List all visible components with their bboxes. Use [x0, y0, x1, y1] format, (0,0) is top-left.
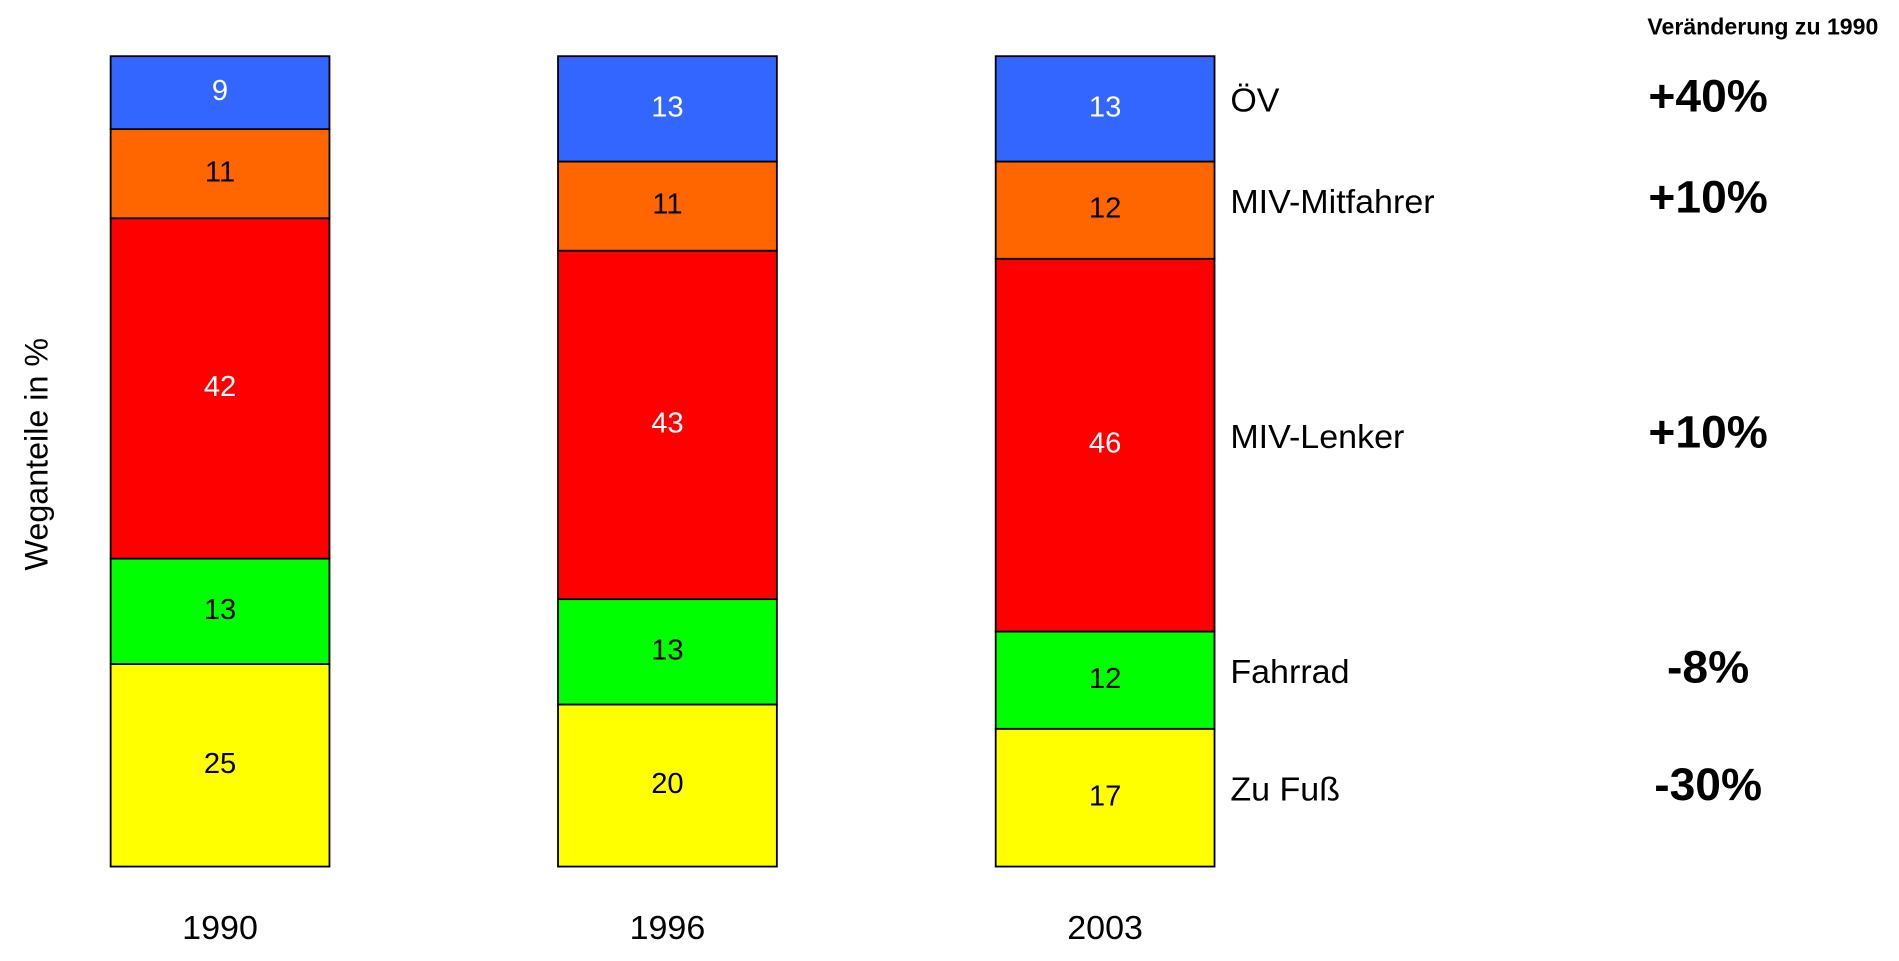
- data-label: 42: [204, 371, 236, 403]
- x-tick-label: 1990: [182, 909, 258, 947]
- legend-label: ÖV: [1230, 82, 1280, 120]
- change-label: +10%: [1648, 172, 1767, 223]
- bar-segment: [557, 249, 778, 601]
- change-label: +10%: [1648, 407, 1767, 458]
- bar-segment: [109, 55, 331, 131]
- data-label: 17: [1089, 780, 1121, 812]
- bar-segment: [557, 703, 778, 868]
- legend-label: Zu Fuß: [1230, 771, 1340, 809]
- data-label: 9: [212, 75, 228, 107]
- data-label: 43: [651, 408, 683, 440]
- legend-label: MIV-Lenker: [1230, 418, 1404, 456]
- data-label: 11: [205, 156, 235, 188]
- y-axis-label: Weganteile in %: [18, 338, 54, 571]
- bar-segment: [994, 630, 1216, 730]
- data-label: 12: [1089, 663, 1121, 695]
- bar-segment: [109, 663, 331, 868]
- data-label: 20: [651, 768, 683, 800]
- data-label: 46: [1089, 428, 1121, 460]
- x-tick-label: 2003: [1067, 909, 1143, 947]
- legend-label: MIV-Mitfahrer: [1230, 183, 1434, 221]
- data-label: 13: [651, 635, 683, 667]
- x-tick-label: 1996: [630, 909, 706, 947]
- change-header: Veränderung zu 1990: [1647, 14, 1878, 40]
- bar-segment: [557, 55, 778, 163]
- data-label: 11: [652, 189, 682, 221]
- bar-segment: [109, 128, 331, 220]
- bar-segment: [994, 55, 1216, 163]
- bar-segment: [557, 160, 778, 252]
- data-label: 25: [204, 748, 236, 780]
- data-label: 12: [1089, 193, 1121, 225]
- change-label: -30%: [1654, 759, 1762, 810]
- bar-segment: [109, 557, 331, 665]
- data-label: 13: [651, 92, 683, 124]
- bar-segment: [557, 598, 778, 706]
- bar-segment: [994, 257, 1216, 633]
- data-label: 13: [204, 594, 236, 626]
- change-label: -8%: [1667, 642, 1749, 693]
- change-label: +40%: [1648, 71, 1767, 122]
- legend-label: Fahrrad: [1230, 653, 1349, 691]
- bar-segment: [994, 727, 1216, 868]
- data-label: 13: [1089, 92, 1121, 124]
